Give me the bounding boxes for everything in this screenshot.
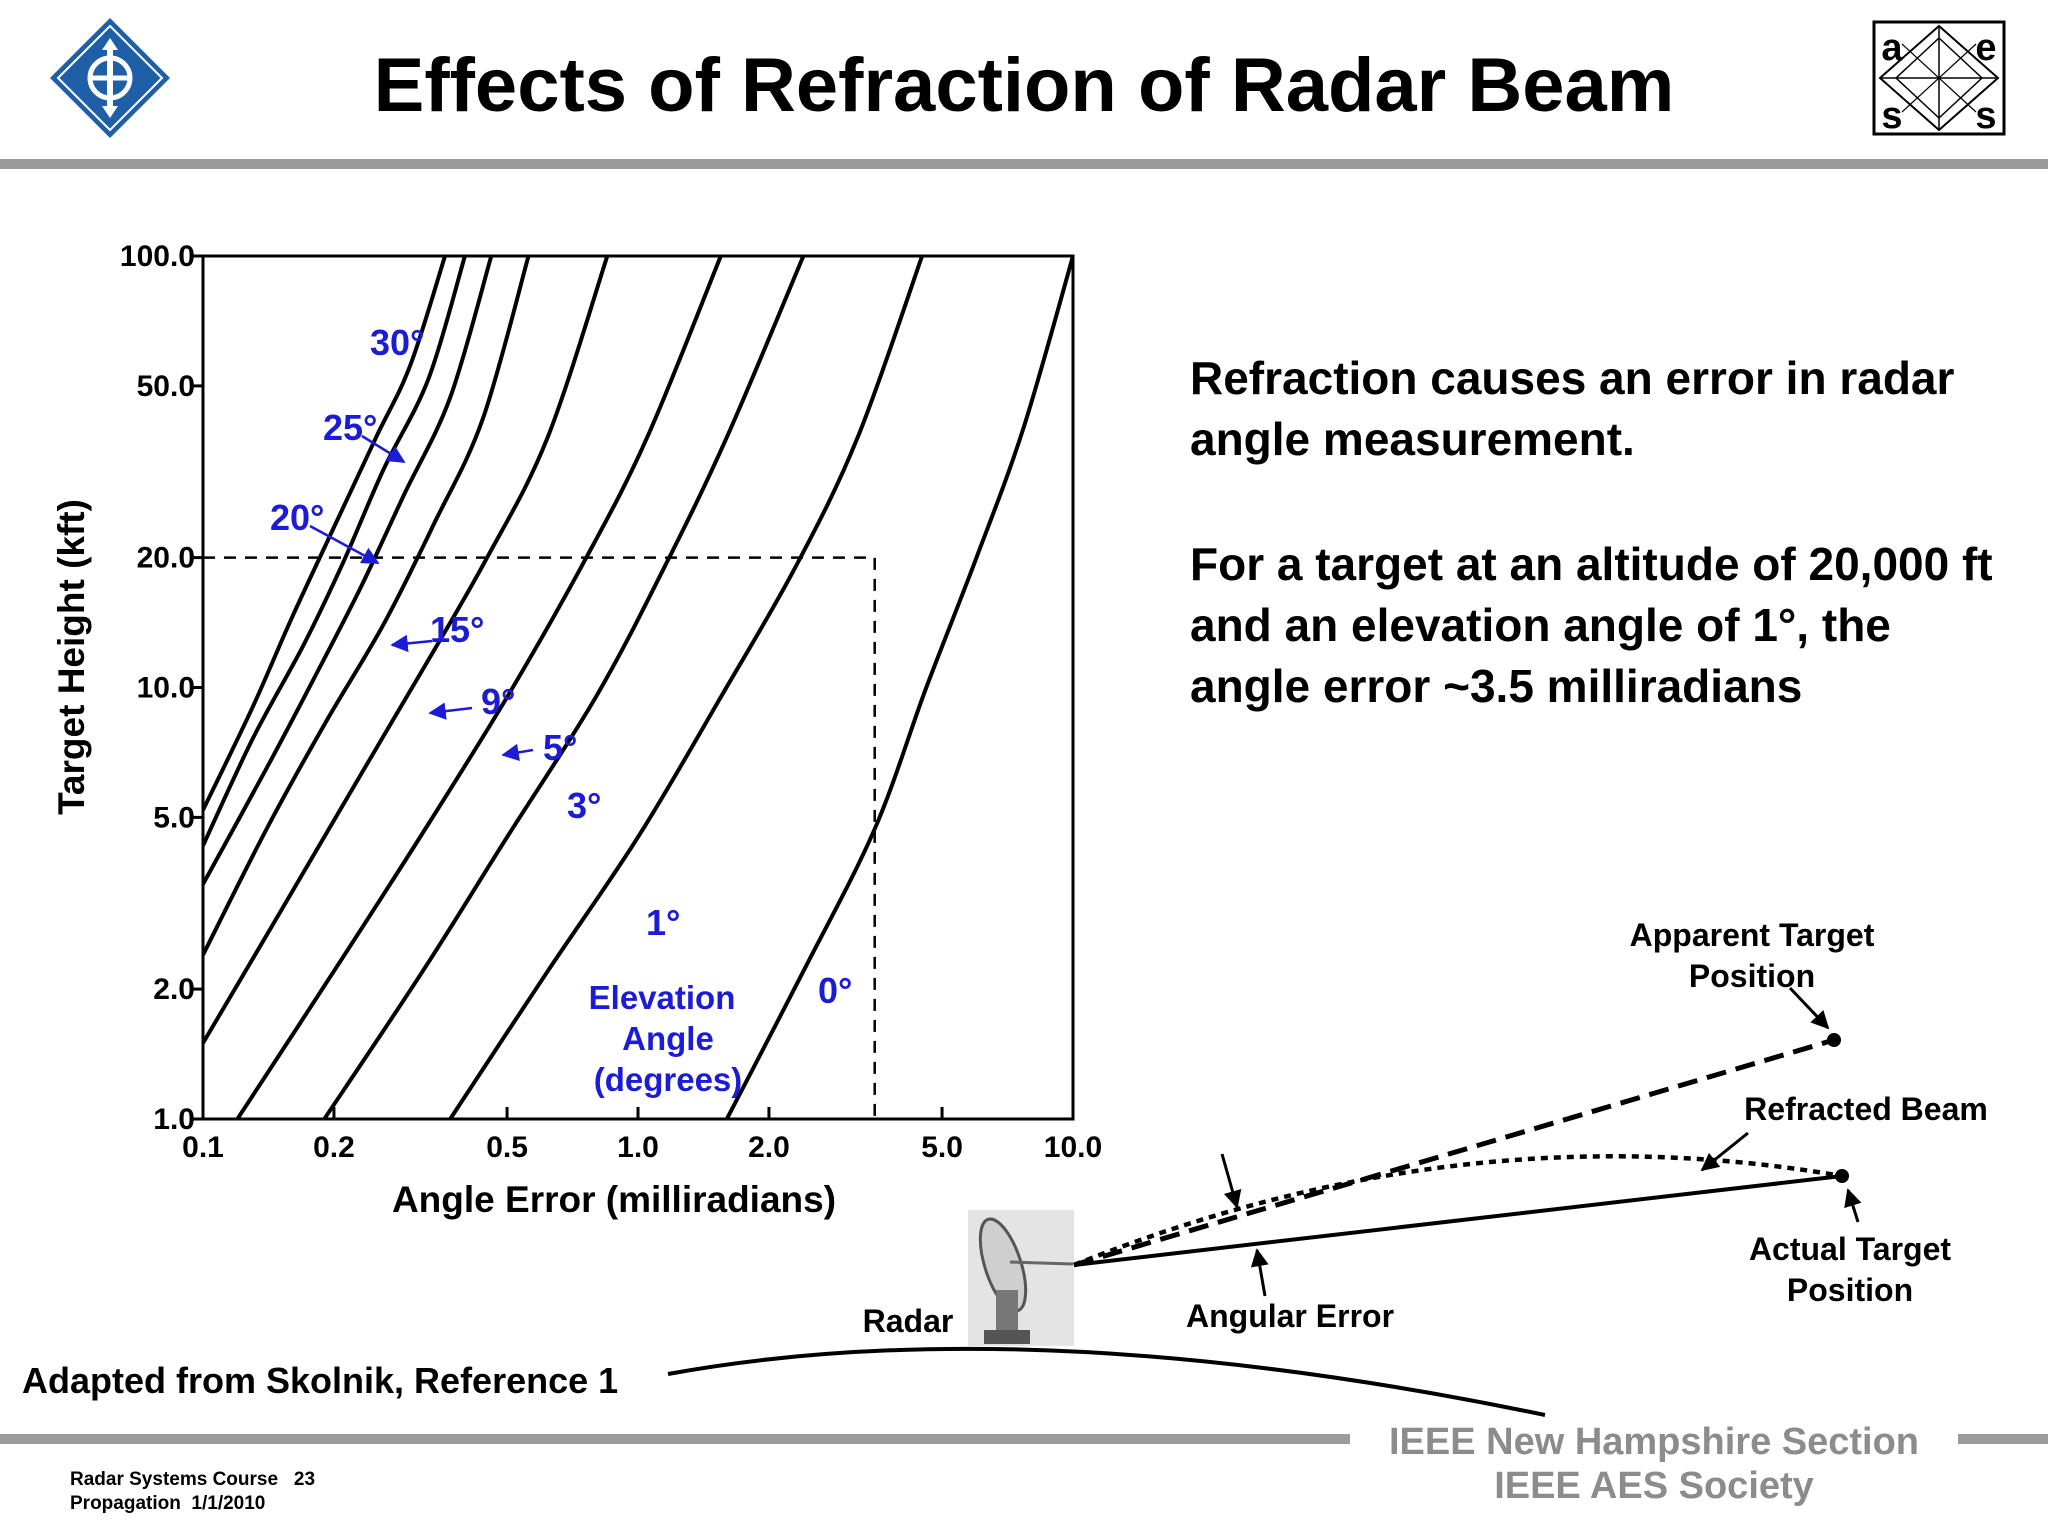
series-labels: 30° 25° 20° 15° 9° 5° 3° 1° 0° xyxy=(270,322,852,1011)
earth-curve xyxy=(667,1346,1546,1417)
legend-line-1: Elevation xyxy=(589,979,736,1016)
x-tick-label-1: 0.2 xyxy=(313,1131,355,1164)
curve-group xyxy=(203,256,1073,1119)
apparent-target-dot xyxy=(1827,1033,1841,1047)
source-note: Adapted from Skolnik, Reference 1 xyxy=(22,1360,619,1401)
footer-society-name: IEEE AES Society xyxy=(1494,1465,1814,1507)
series-label-0: 0° xyxy=(818,970,852,1011)
series-curve-3 xyxy=(203,256,531,956)
axes-group: 0.1 0.2 0.5 1.0 2.0 5.0 10.0 1.0 2.0 5.0 10.0 20.0 5… xyxy=(120,240,1102,1164)
actual-line xyxy=(1073,1174,1843,1267)
apparent-line xyxy=(1073,1037,1835,1268)
arrow-refracted xyxy=(1700,1131,1749,1172)
legend-title: Elevation Angle (degrees) xyxy=(589,979,743,1098)
arrow-apparent xyxy=(1788,986,1830,1030)
arrow-25 xyxy=(361,434,406,464)
series-curve-0 xyxy=(203,256,447,811)
y-tick-label-2: 5.0 xyxy=(153,801,195,834)
y-tick-label-3: 10.0 xyxy=(137,672,195,705)
y-tick-label-1: 2.0 xyxy=(153,973,195,1006)
arrow-9 xyxy=(428,702,473,720)
plot-area xyxy=(203,256,1073,1119)
apparent-target-label-2: Position xyxy=(1689,958,1815,994)
series-curve-8 xyxy=(725,256,1073,1119)
angular-error-label: Angular Error xyxy=(1186,1298,1394,1334)
footer-date: 1/1/2010 xyxy=(191,1493,266,1514)
radar-label: Radar xyxy=(863,1303,954,1339)
y-axis-label: Target Height (kft) xyxy=(51,499,92,815)
refracted-beam-label: Refracted Beam xyxy=(1744,1091,1988,1127)
actual-target-label-1: Actual Target xyxy=(1749,1231,1951,1267)
arrow-actual xyxy=(1844,1188,1862,1223)
diagram-labels: Apparent Target Position Refracted Beam … xyxy=(863,917,1988,1339)
refraction-diagram: Apparent Target Position Refracted Beam … xyxy=(667,917,1988,1417)
actual-target-label-2: Position xyxy=(1787,1272,1913,1308)
actual-target-dot xyxy=(1835,1169,1849,1183)
x-tick-label-5: 5.0 xyxy=(921,1131,963,1164)
y-tick-label-4: 20.0 xyxy=(137,542,195,575)
slide-title: Effects of Refraction of Radar Beam xyxy=(373,43,1675,128)
footer-rule-left xyxy=(0,1434,1350,1444)
x-axis-label: Angle Error (milliradians) xyxy=(392,1179,836,1220)
series-curve-2 xyxy=(203,256,494,886)
apparent-target-label-1: Apparent Target xyxy=(1630,917,1875,953)
y-tick-label-5: 50.0 xyxy=(137,370,195,403)
series-label-20: 20° xyxy=(270,497,324,538)
arrow-15 xyxy=(390,634,433,653)
header-rule xyxy=(0,159,2048,169)
refracted-beam-path xyxy=(1073,1154,1843,1268)
footer-rule-right xyxy=(1958,1434,2048,1444)
y-tick-label-6: 100.0 xyxy=(120,240,195,273)
aes-letter-e: e xyxy=(1975,27,1996,69)
x-tick-label-0: 0.1 xyxy=(182,1131,224,1164)
series-label-15: 15° xyxy=(430,609,484,650)
series-label-5: 5° xyxy=(543,727,577,768)
series-curve-6 xyxy=(322,256,806,1119)
footer-section-name: IEEE New Hampshire Section xyxy=(1388,1421,1920,1463)
series-curve-1 xyxy=(203,256,467,847)
arrow-angular-bottom xyxy=(1250,1248,1269,1297)
explanation-paragraph-1: Refraction causes an error in radar angl… xyxy=(1190,352,1955,465)
y-tick-label-0: 1.0 xyxy=(153,1103,195,1136)
aes-letter-s2: s xyxy=(1975,95,1996,136)
footer-page-number: 23 xyxy=(293,1469,316,1490)
series-label-1: 1° xyxy=(646,902,680,943)
diagram-arrows xyxy=(1220,986,1862,1297)
x-tick-label-4: 2.0 xyxy=(748,1131,790,1164)
aes-letter-a: a xyxy=(1881,27,1903,69)
series-curve-5 xyxy=(235,256,723,1119)
series-label-arrows xyxy=(309,434,534,762)
footer-society: IEEE New Hampshire Section IEEE AES Soci… xyxy=(1350,1420,1958,1508)
series-curve-7 xyxy=(448,256,924,1119)
series-curve-4 xyxy=(203,256,610,1045)
aes-logo: a e s s xyxy=(1872,20,2006,137)
radar-dish-icon xyxy=(978,1217,1074,1344)
x-tick-label-3: 1.0 xyxy=(617,1131,659,1164)
legend-line-3: (degrees) xyxy=(594,1061,743,1098)
x-tick-label-6: 10.0 xyxy=(1044,1131,1102,1164)
series-label-9: 9° xyxy=(481,681,515,722)
explanation-paragraph-2: For a target at an altitude of 20,000 ft… xyxy=(1190,538,1993,712)
series-label-3: 3° xyxy=(567,785,601,826)
legend-line-2: Angle xyxy=(622,1020,714,1057)
arrow-angular-top xyxy=(1220,1153,1242,1209)
arrow-5 xyxy=(501,743,534,762)
ieee-logo xyxy=(48,16,173,141)
arrow-20 xyxy=(309,524,380,565)
footer-topic: Propagation xyxy=(70,1493,181,1514)
footer-course-name: Radar Systems Course xyxy=(70,1469,279,1490)
x-tick-label-2: 0.5 xyxy=(486,1131,528,1164)
footer-course-info: Radar Systems Course 23 Propagation 1/1/… xyxy=(70,1468,315,1516)
series-label-30: 30° xyxy=(370,322,424,363)
aes-letter-s1: s xyxy=(1881,95,1902,136)
